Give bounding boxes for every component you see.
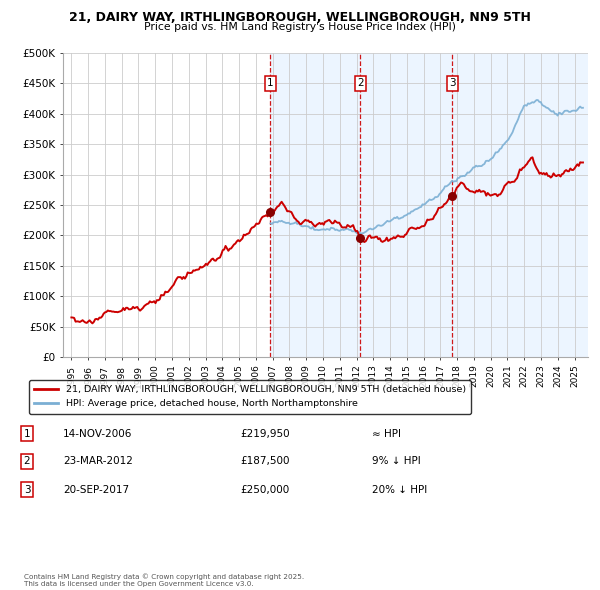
Bar (271, 53, 588, 357)
Text: 2: 2 (357, 78, 364, 88)
Text: 3: 3 (449, 78, 456, 88)
Text: 9% ↓ HPI: 9% ↓ HPI (372, 457, 421, 466)
Legend: 21, DAIRY WAY, IRTHLINGBOROUGH, WELLINGBOROUGH, NN9 5TH (detached house), HPI: A: 21, DAIRY WAY, IRTHLINGBOROUGH, WELLINGB… (29, 380, 472, 414)
Text: £250,000: £250,000 (240, 485, 289, 494)
Text: 20% ↓ HPI: 20% ↓ HPI (372, 485, 427, 494)
Text: Contains HM Land Registry data © Crown copyright and database right 2025.
This d: Contains HM Land Registry data © Crown c… (24, 573, 304, 587)
Text: 1: 1 (267, 78, 274, 88)
Text: 1: 1 (23, 429, 31, 438)
Text: £219,950: £219,950 (240, 429, 290, 438)
Text: 20-SEP-2017: 20-SEP-2017 (63, 485, 129, 494)
Text: £187,500: £187,500 (240, 457, 290, 466)
Text: Price paid vs. HM Land Registry's House Price Index (HPI): Price paid vs. HM Land Registry's House … (144, 22, 456, 32)
Text: 23-MAR-2012: 23-MAR-2012 (63, 457, 133, 466)
Text: 2: 2 (23, 457, 31, 466)
Text: ≈ HPI: ≈ HPI (372, 429, 401, 438)
Text: 3: 3 (23, 485, 31, 494)
Text: 14-NOV-2006: 14-NOV-2006 (63, 429, 133, 438)
Text: 21, DAIRY WAY, IRTHLINGBOROUGH, WELLINGBOROUGH, NN9 5TH: 21, DAIRY WAY, IRTHLINGBOROUGH, WELLINGB… (69, 11, 531, 24)
